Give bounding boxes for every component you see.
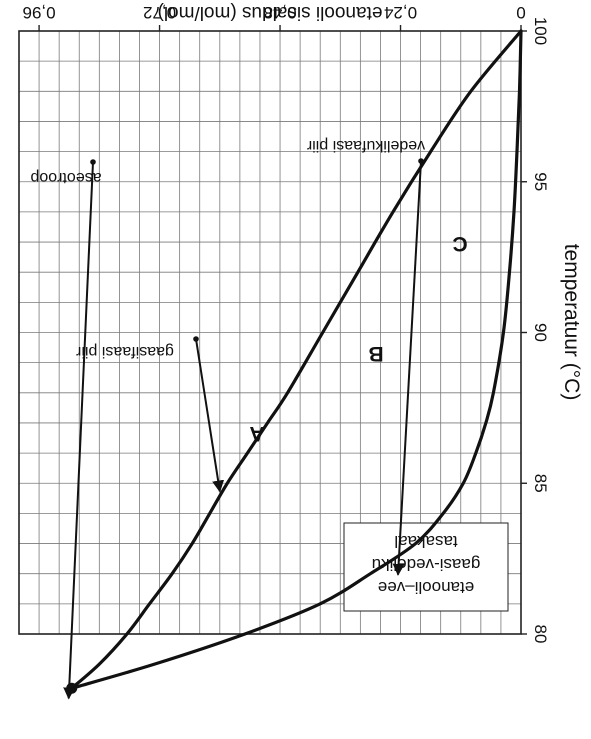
gas-boundary-annotation-label: gaasifaasi piir (75, 343, 174, 360)
gas-boundary-annotation-arrow (195, 338, 225, 493)
x-axis-label: temperatuur (°C) (560, 244, 583, 401)
region-a-label: A (249, 422, 264, 445)
y-tick-label: 0,48 (263, 3, 296, 22)
y-tick-label: 0,72 (143, 3, 176, 22)
legend-box (343, 522, 509, 612)
region-c-label: C (452, 232, 467, 255)
y-axis-label: etanooli sisaldus (mol/mol) (158, 2, 383, 23)
azeotrope-point (66, 682, 78, 694)
liquid-boundary-curve (70, 29, 523, 690)
x-tick-label: 95 (531, 172, 550, 191)
x-tick-label: 90 (531, 323, 550, 342)
liquid-boundary-annotation-label: vedelikufaasi piir (306, 137, 425, 154)
azeotrope-annotation-label: aseotroop (30, 169, 101, 186)
region-b-label: B (368, 342, 383, 365)
x-tick-label: 85 (531, 474, 550, 493)
y-tick-label: 0,24 (384, 3, 417, 22)
x-tick-label: 100 (531, 17, 550, 45)
x-tick-label: 80 (531, 625, 550, 644)
liquid-boundary-annotation-arrow (392, 160, 422, 576)
legend-line-1: etanooli–vee (378, 578, 474, 597)
y-tick-label: 0 (516, 3, 525, 22)
gas-boundary-curve (70, 29, 523, 690)
azeotrope-annotation-arrow (63, 161, 94, 700)
y-tick-label: 0,96 (23, 3, 56, 22)
